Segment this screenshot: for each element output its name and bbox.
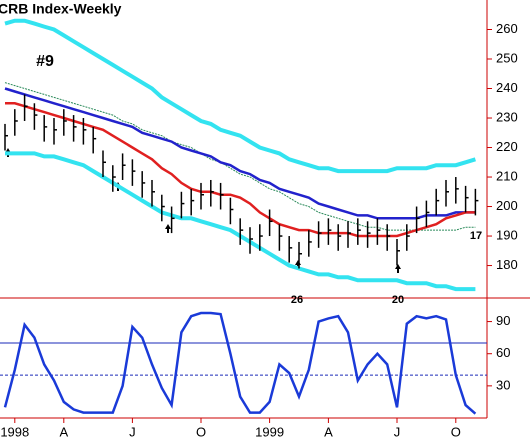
annotation: 17 — [470, 230, 482, 242]
x-tick-label: A — [324, 424, 333, 439]
annotation: #9 — [36, 53, 54, 70]
arrow — [295, 260, 301, 269]
annotation: 26 — [291, 294, 303, 306]
x-tick-label: O — [451, 424, 461, 439]
y-tick-label: 180 — [496, 257, 518, 272]
y-tick-label: 240 — [496, 80, 518, 95]
y-tick-label: 60 — [496, 345, 510, 360]
series-line — [4, 87, 476, 220]
x-tick-label: J — [129, 424, 136, 439]
series-line — [4, 18, 476, 174]
arrow — [395, 264, 401, 273]
y-tick-label: 30 — [496, 377, 510, 392]
series-line — [3, 311, 477, 415]
y-tick-label: 230 — [496, 109, 518, 124]
y-tick-label: 200 — [496, 198, 518, 213]
x-tick-label: O — [196, 424, 206, 439]
chart-title: CRB Index-Weekly — [0, 1, 122, 17]
annotation: 20 — [392, 294, 404, 306]
series-line — [4, 82, 476, 231]
x-tick-label: A — [59, 424, 68, 439]
x-tick-label: 1998 — [0, 424, 29, 439]
y-tick-label: 190 — [496, 227, 518, 242]
x-tick-label: J — [394, 424, 401, 439]
y-tick-label: 250 — [496, 50, 518, 65]
y-tick-label: 260 — [496, 21, 518, 36]
y-tick-label: 210 — [496, 168, 518, 183]
y-tick-label: 220 — [496, 139, 518, 154]
y-tick-label: 90 — [496, 313, 510, 328]
x-tick-label: 1999 — [255, 424, 284, 439]
arrow — [165, 224, 171, 233]
